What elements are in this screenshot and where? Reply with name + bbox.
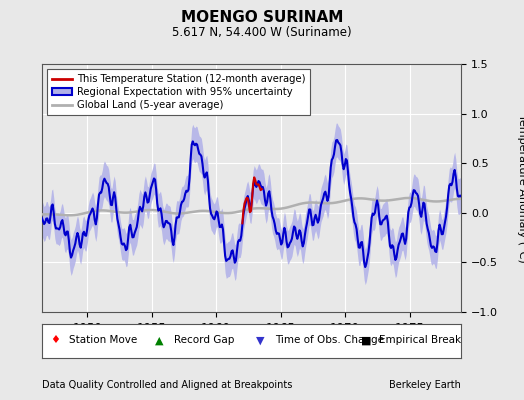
Text: ▲: ▲ xyxy=(155,335,163,345)
Text: Empirical Break: Empirical Break xyxy=(379,335,462,345)
Text: Time of Obs. Change: Time of Obs. Change xyxy=(275,335,384,345)
Text: ■: ■ xyxy=(361,335,371,345)
Legend: This Temperature Station (12-month average), Regional Expectation with 95% uncer: This Temperature Station (12-month avera… xyxy=(47,69,310,115)
Text: ♦: ♦ xyxy=(50,335,60,345)
Text: MOENGO SURINAM: MOENGO SURINAM xyxy=(181,10,343,25)
Y-axis label: Temperature Anomaly (°C): Temperature Anomaly (°C) xyxy=(517,114,524,262)
Text: Station Move: Station Move xyxy=(69,335,137,345)
Text: 5.617 N, 54.400 W (Suriname): 5.617 N, 54.400 W (Suriname) xyxy=(172,26,352,39)
Text: Data Quality Controlled and Aligned at Breakpoints: Data Quality Controlled and Aligned at B… xyxy=(42,380,292,390)
Text: Record Gap: Record Gap xyxy=(174,335,234,345)
Text: Berkeley Earth: Berkeley Earth xyxy=(389,380,461,390)
Text: ▼: ▼ xyxy=(256,335,264,345)
